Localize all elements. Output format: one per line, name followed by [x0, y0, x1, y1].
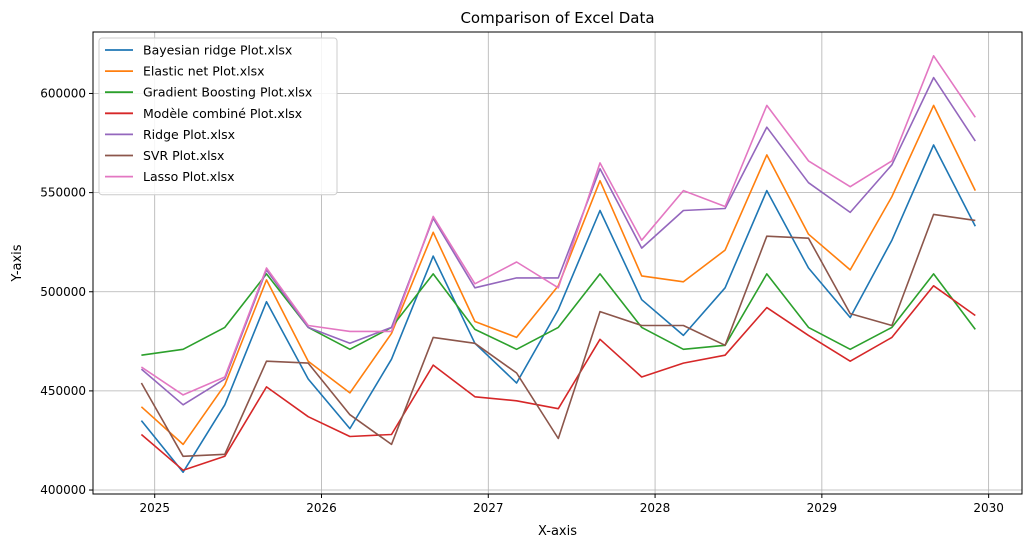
chart-title: Comparison of Excel Data: [460, 9, 654, 27]
plot-frame: [92, 31, 1023, 495]
y-tick-label: 400000: [40, 483, 86, 497]
legend-entry: Elastic net Plot.xlsx: [143, 64, 265, 79]
legend-entry: Gradient Boosting Plot.xlsx: [143, 85, 312, 100]
series-line: [140, 213, 976, 458]
series-lines: [140, 54, 977, 474]
series-line: [140, 284, 976, 472]
legend-entry: SVR Plot.xlsx: [143, 148, 224, 163]
y-axis-label: Y-axis: [10, 244, 25, 282]
series-line: [141, 273, 976, 356]
x-tick-label: 2025: [139, 501, 170, 515]
y-axis-ticks: 400000 450000 500000 550000 600000: [40, 86, 93, 497]
y-tick-label: 600000: [40, 86, 86, 100]
legend: Bayesian ridge Plot.xlsx Elastic net Plot…: [98, 37, 338, 196]
legend-entry: Lasso Plot.xlsx: [143, 169, 235, 184]
series-line: [140, 76, 976, 406]
x-tick-label: 2026: [306, 501, 337, 515]
legend-entry: Ridge Plot.xlsx: [143, 127, 235, 142]
legend-entry: Modèle combiné Plot.xlsx: [143, 106, 302, 121]
y-tick-label: 550000: [40, 186, 86, 200]
x-axis-label: X-axis: [538, 524, 577, 539]
x-tick-label: 2030: [973, 501, 1004, 515]
x-tick-label: 2029: [807, 501, 838, 515]
y-tick-label: 500000: [40, 285, 86, 299]
legend-entry: Bayesian ridge Plot.xlsx: [143, 43, 292, 58]
x-axis-ticks: 2025 2026 2027 2028 2029 2030: [139, 494, 1004, 515]
series-line: [140, 54, 976, 396]
legend-box: [98, 37, 338, 196]
x-tick-label: 2028: [640, 501, 671, 515]
x-tick-label: 2027: [473, 501, 504, 515]
y-tick-label: 450000: [40, 384, 86, 398]
series-line: [140, 144, 977, 474]
